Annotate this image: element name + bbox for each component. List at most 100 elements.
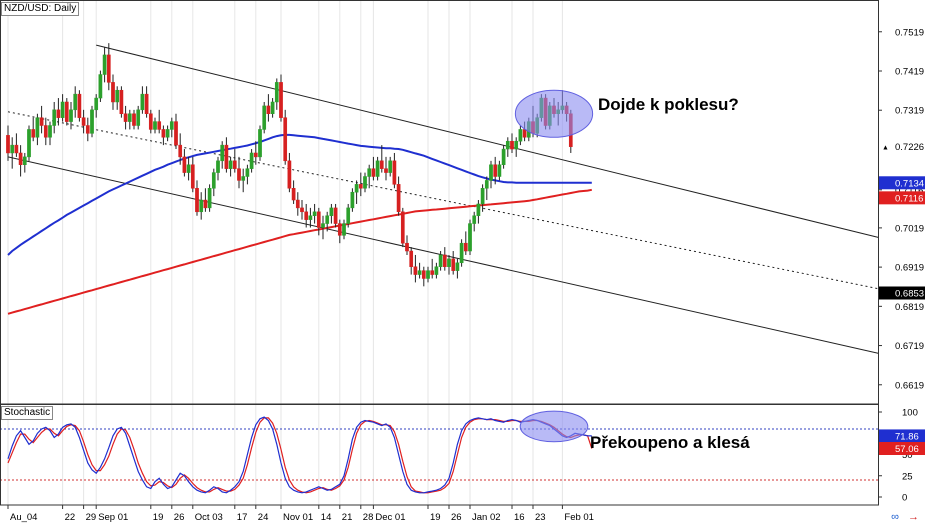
candle-body: [40, 118, 43, 126]
stoch-k-line: [8, 417, 592, 493]
candle-body: [69, 110, 72, 122]
candle: [195, 180, 198, 215]
price-tag-marker: 0.6853: [879, 286, 925, 299]
candle-body: [418, 271, 421, 275]
x-tick-label: 22: [65, 512, 76, 523]
x-tick-label: Jan 02: [472, 512, 501, 523]
candle-body: [460, 243, 463, 263]
candle: [506, 137, 509, 157]
x-tick-label: Sep 01: [98, 512, 128, 523]
candle-body: [330, 208, 333, 216]
candle-body: [258, 129, 261, 156]
candle: [6, 126, 9, 161]
x-tick-label: 24: [258, 512, 269, 523]
candle-body: [363, 177, 366, 189]
highlight-circle-stochastic: [520, 411, 588, 442]
candle-body: [284, 118, 287, 161]
annotation-stochastic: Překoupeno a klesá: [590, 433, 750, 453]
candle-body: [376, 161, 379, 177]
candle: [212, 169, 215, 196]
candle: [351, 188, 354, 212]
x-tick-label: Dec 01: [375, 512, 405, 523]
candle: [65, 98, 68, 125]
stoch-y-tick-label: 0: [902, 493, 907, 504]
price-tag-marker-label: 0.6853: [895, 288, 924, 299]
candle-body: [510, 141, 513, 149]
candle-body: [275, 82, 278, 102]
candle: [107, 43, 110, 90]
candle-body: [485, 180, 488, 188]
candle-body: [519, 129, 522, 141]
candle: [36, 114, 39, 145]
candle-body: [90, 110, 93, 134]
candle: [355, 180, 358, 204]
candle-body: [103, 55, 106, 75]
y-tick-label: 0.6619: [895, 380, 924, 391]
candle-body: [473, 216, 476, 224]
candle-body: [309, 216, 312, 220]
candle-body: [23, 157, 26, 165]
candle-body: [57, 110, 60, 118]
candle: [183, 149, 186, 176]
x-tick-label: 26: [174, 512, 185, 523]
candle: [515, 137, 518, 157]
candle-body: [179, 145, 182, 157]
price-tag-ma-fast: 0.7134: [879, 176, 925, 189]
candle: [128, 110, 131, 130]
candle: [124, 106, 127, 130]
candle-body: [502, 149, 505, 165]
stoch-tag-d-label: 57.06: [895, 444, 919, 455]
candle-body: [401, 212, 404, 243]
candle: [170, 118, 173, 138]
candle-body: [368, 169, 371, 177]
candle: [300, 200, 303, 220]
candle-body: [36, 118, 39, 138]
close-icon[interactable]: →: [908, 511, 919, 523]
stoch-y-tick-label: 100: [902, 408, 918, 419]
stoch-tag-d: 57.06: [879, 442, 925, 455]
candle: [158, 110, 161, 134]
candle-body: [389, 161, 392, 173]
candle-body: [305, 212, 308, 220]
y-tick-label: 0.6719: [895, 341, 924, 352]
stochastic-title: Stochastic: [1, 406, 53, 420]
candle: [120, 86, 123, 117]
candle-body: [523, 129, 526, 137]
candle-body: [380, 161, 383, 169]
candle: [275, 78, 278, 109]
candle-body: [326, 216, 329, 224]
candle-body: [32, 129, 35, 137]
candle: [111, 75, 114, 110]
candle: [342, 220, 345, 240]
channel-line-solid: [96, 45, 886, 239]
candle: [405, 235, 408, 255]
candle-body: [410, 251, 413, 267]
candle: [372, 157, 375, 181]
candle: [397, 177, 400, 216]
candle: [250, 149, 253, 173]
candle: [23, 153, 26, 173]
x-tick-label: 26: [451, 512, 462, 523]
channel-line-dotted: [8, 112, 886, 290]
candle: [338, 220, 341, 244]
candle: [389, 157, 392, 177]
candle: [263, 102, 266, 133]
candle-body: [132, 114, 135, 126]
candle: [103, 47, 106, 82]
candle: [258, 126, 261, 161]
candle-body: [372, 169, 375, 177]
candle-body: [506, 141, 509, 149]
trend-channel: [8, 45, 886, 355]
candle-body: [174, 122, 177, 146]
candle: [204, 188, 207, 212]
candle-body: [271, 102, 274, 114]
candle-body: [422, 271, 425, 279]
candle: [254, 141, 257, 165]
candle: [279, 75, 282, 122]
link-icon[interactable]: ∞: [891, 511, 899, 523]
candle-body: [116, 90, 119, 102]
candle-body: [183, 157, 186, 173]
candle-body: [27, 129, 30, 156]
candle: [82, 110, 85, 134]
candle-body: [166, 129, 169, 137]
